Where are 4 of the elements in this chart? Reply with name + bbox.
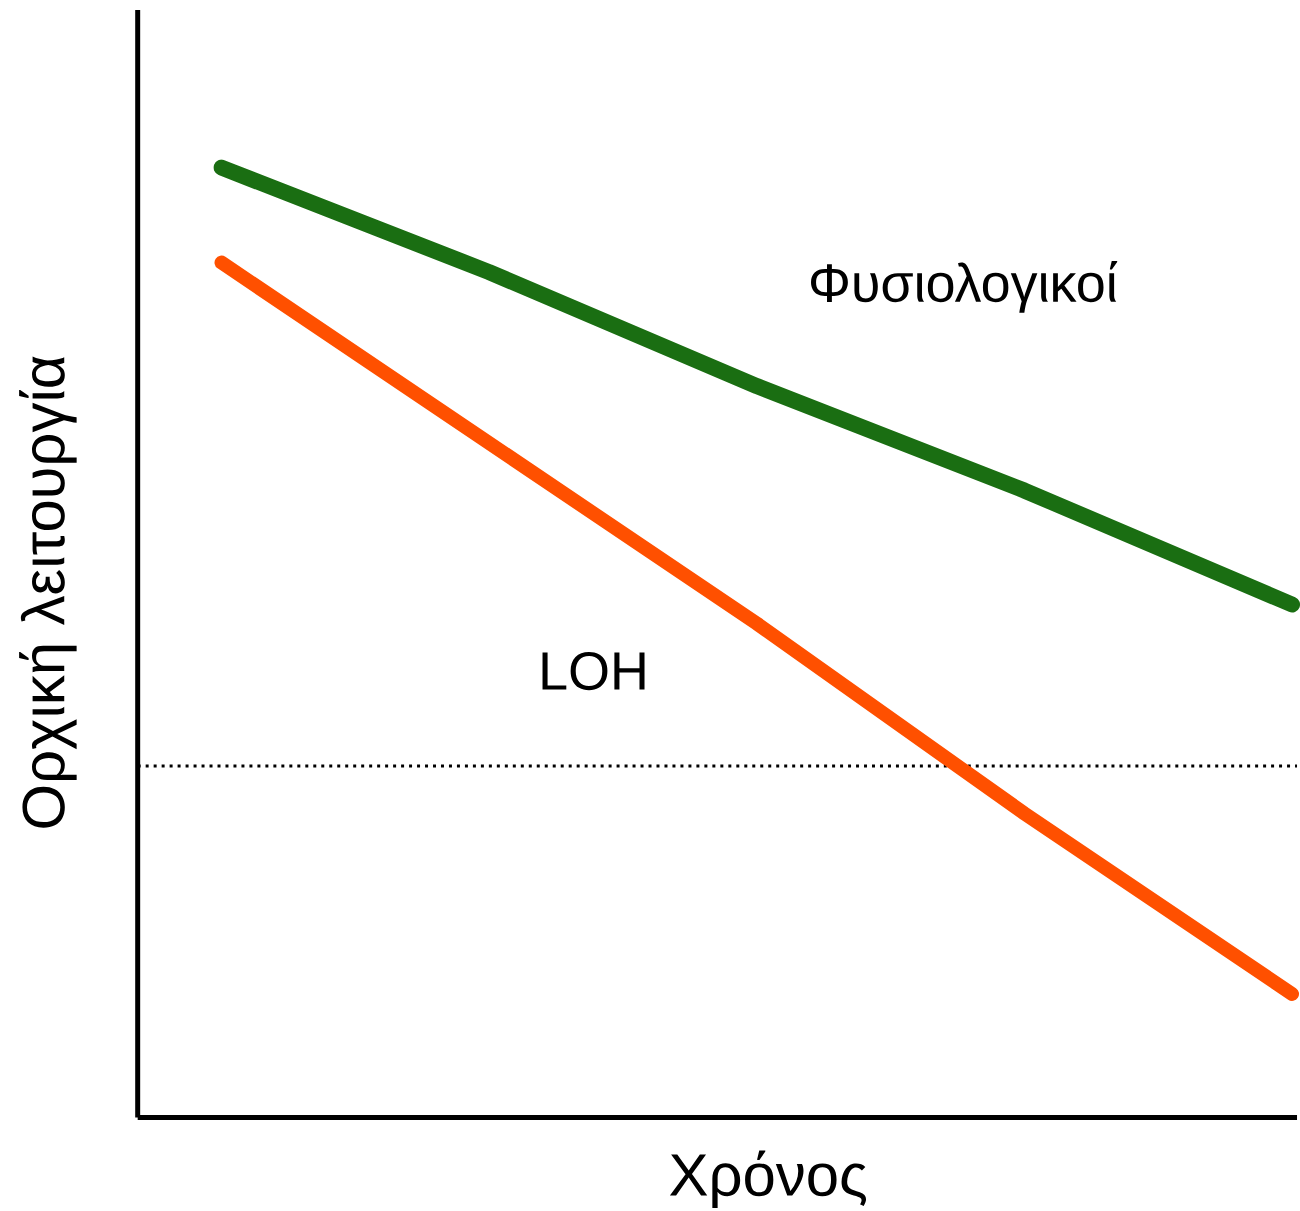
y-axis-title: Ορχική λειτουργία <box>19 356 77 828</box>
series-label: Φυσιολογικοί <box>811 260 1118 313</box>
series-label: LOH <box>542 651 645 690</box>
x-axis-title: Χρόνος <box>669 1150 867 1208</box>
